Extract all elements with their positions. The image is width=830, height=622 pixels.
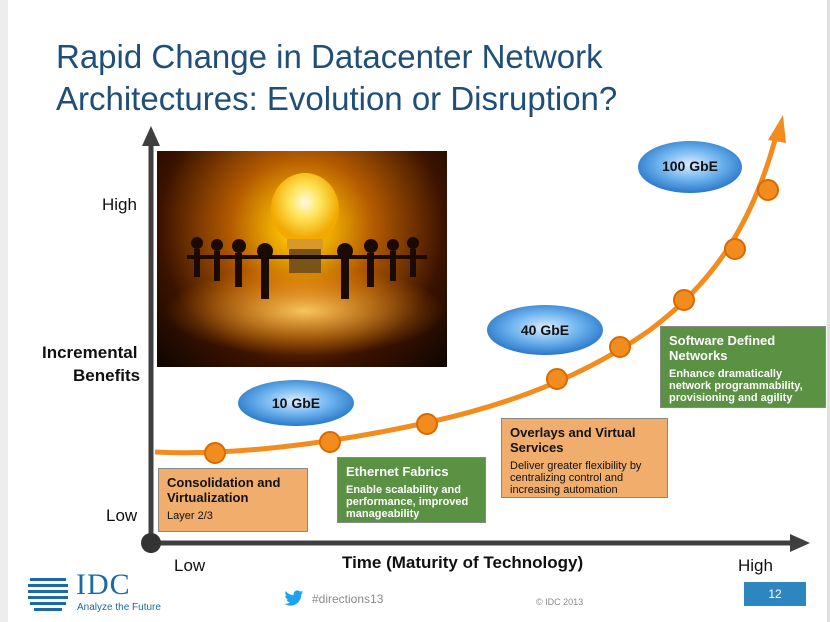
idc-globe-icon <box>28 578 68 611</box>
milestone-dot <box>609 336 631 358</box>
idc-tagline: Analyze the Future <box>77 602 161 613</box>
y-axis-title-line-2: Benefits <box>73 366 141 385</box>
growth-curve <box>154 139 778 456</box>
footer-hashtag: #directions13 <box>312 592 384 606</box>
stage-card-desc: Enable scalability and performance, impr… <box>346 484 469 520</box>
y-axis-title-line-1: Incremental <box>42 343 138 362</box>
stage-card-desc: Enhance dramatically network programmabi… <box>669 368 803 404</box>
milestone-dot <box>757 179 779 201</box>
y-axis-high-label: High <box>102 195 137 214</box>
growth-curve-arrowhead <box>768 115 786 143</box>
stage-card-overlays: Overlays and Virtual Services Deliver gr… <box>501 418 668 498</box>
lightbulb-illustration <box>165 173 445 356</box>
lightbulb-people-image <box>157 151 447 367</box>
milestone-dot <box>673 289 695 311</box>
bubble-40gbe-label: 40 GbE <box>521 322 569 338</box>
milestone-dot <box>319 431 341 453</box>
x-axis-title: Time (Maturity of Technology) <box>342 553 584 572</box>
footer-copyright: © IDC 2013 <box>536 597 584 607</box>
milestone-dot <box>204 442 226 464</box>
stage-card-sdn: Software Defined Networks Enhance dramat… <box>660 326 826 408</box>
stage-card-title: Overlays and Virtual Services <box>510 425 636 455</box>
milestone-dot <box>724 238 746 260</box>
stage-card-desc: Deliver greater flexibility by centraliz… <box>510 460 642 496</box>
twitter-bird-icon <box>284 590 304 606</box>
milestone-dot <box>546 368 568 390</box>
stage-card-desc: Layer 2/3 <box>167 510 213 522</box>
x-axis-high-label: High <box>738 556 773 575</box>
stage-card-consolidation: Consolidation and Virtualization Layer 2… <box>158 468 308 532</box>
bubble-100gbe: 100 GbE <box>638 141 742 193</box>
right-border <box>827 0 830 622</box>
y-axis-arrowhead <box>142 126 160 146</box>
y-axis-low-label: Low <box>106 506 138 525</box>
title-line-2: Architectures: Evolution or Disruption? <box>56 80 618 117</box>
stage-card-title: Software Defined Networks <box>669 333 776 363</box>
axis-origin <box>141 533 161 553</box>
bubble-10gbe: 10 GbE <box>238 380 354 426</box>
x-axis-arrowhead <box>790 534 810 552</box>
bubble-10gbe-label: 10 GbE <box>272 395 320 411</box>
stage-card-title: Consolidation and Virtualization <box>167 475 281 505</box>
title-line-1: Rapid Change in Datacenter Network <box>56 38 603 75</box>
idc-logo-text: IDC <box>76 568 131 601</box>
milestone-dot <box>416 413 438 435</box>
stage-card-ethernet-fabrics: Ethernet Fabrics Enable scalability and … <box>337 457 486 523</box>
x-axis-low-label: Low <box>174 556 206 575</box>
slide-title: Rapid Change in Datacenter Network Archi… <box>56 36 776 120</box>
page-number: 12 <box>744 582 806 606</box>
bubble-40gbe: 40 GbE <box>487 305 603 355</box>
stage-card-title: Ethernet Fabrics <box>346 464 449 479</box>
bubble-100gbe-label: 100 GbE <box>662 158 718 174</box>
left-border <box>0 0 8 622</box>
